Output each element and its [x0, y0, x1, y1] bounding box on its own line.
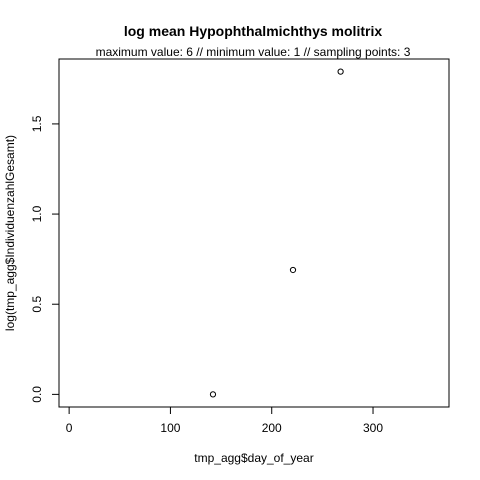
data-point [289, 266, 297, 274]
chart-title: log mean Hypophthalmichthys molitrix [124, 23, 382, 39]
data-point [337, 68, 344, 75]
y-axis-title: log(tmp_agg$IndividuenzahlGesamt) [3, 135, 17, 331]
y-tick-label: 0.5 [30, 296, 44, 313]
x-tick-label: 100 [160, 421, 180, 435]
y-tick-label: 1.0 [30, 205, 44, 222]
x-tick-label: 0 [66, 421, 73, 435]
x-tick-label: 200 [262, 421, 282, 435]
chart-subtitle: maximum value: 6 // minimum value: 1 // … [96, 45, 411, 59]
y-tick-label: 0.0 [30, 386, 44, 403]
x-axis: 0 100 200 300 [66, 406, 383, 435]
plot-area [58, 58, 450, 408]
x-tick-label: 300 [363, 421, 383, 435]
x-axis-title: tmp_agg$day_of_year [194, 451, 313, 465]
data-point [209, 391, 217, 398]
y-axis: 0.0 0.5 1.0 1.5 [30, 115, 60, 403]
y-tick-label: 1.5 [30, 115, 44, 132]
data-points [209, 68, 344, 398]
